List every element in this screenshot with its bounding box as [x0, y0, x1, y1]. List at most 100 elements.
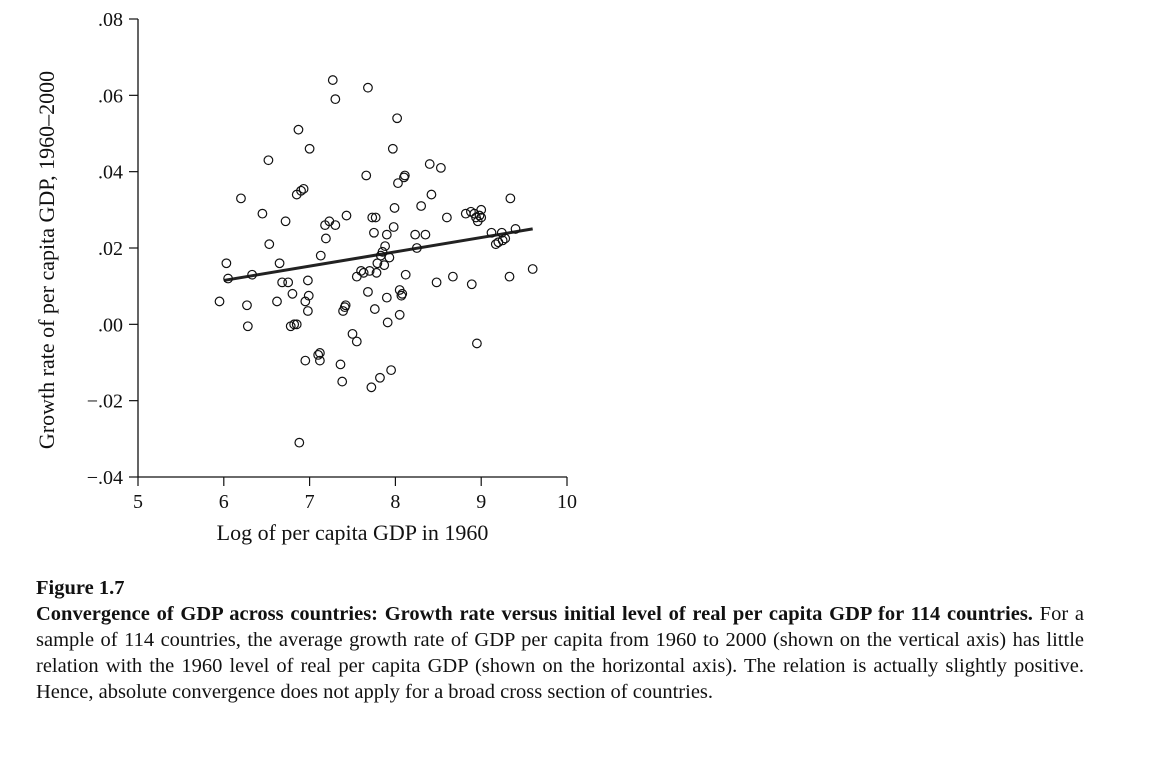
data-point: [410, 229, 421, 240]
data-point: [221, 258, 232, 269]
data-point: [298, 183, 309, 194]
data-point: [369, 227, 379, 238]
data-point: [447, 271, 458, 282]
data-point: [435, 162, 446, 173]
data-point: [510, 224, 521, 234]
x-tick-label: 8: [390, 491, 400, 513]
data-point: [335, 359, 346, 370]
y-tick-label: −.04: [87, 467, 123, 489]
data-point: [223, 273, 233, 284]
data-point: [358, 267, 369, 278]
x-tick-label: 9: [476, 491, 486, 513]
data-point: [236, 193, 246, 204]
data-point: [375, 372, 385, 383]
data-point: [384, 252, 395, 263]
data-point: [504, 271, 515, 282]
data-point: [527, 264, 538, 274]
data-point: [302, 275, 313, 286]
data-point: [416, 201, 427, 211]
data-point: [302, 306, 313, 316]
data-point: [397, 288, 408, 299]
data-point: [214, 296, 225, 307]
data-point: [474, 210, 485, 221]
x-tick-label: 10: [557, 491, 577, 513]
data-point: [289, 319, 300, 330]
y-tick-label: .04: [98, 162, 123, 184]
data-point: [293, 124, 304, 135]
data-point: [315, 250, 326, 261]
data-point: [287, 288, 298, 299]
data-point: [280, 216, 291, 227]
data-point: [314, 355, 325, 366]
data-point: [476, 212, 487, 223]
data-point: [263, 155, 274, 166]
data-point: [257, 208, 268, 219]
data-point: [371, 267, 382, 278]
data-point: [420, 229, 431, 240]
data-point: [388, 222, 399, 232]
scatter-chart: −.04 −.02 .00 .02 .04 .06 .08 5 6 7 8 9 10 Log of per…: [34, 9, 577, 545]
data-point: [303, 290, 314, 301]
data-point: [351, 336, 362, 347]
data-point: [466, 279, 477, 290]
y-tick-label: .00: [98, 314, 123, 336]
y-tick-label: .06: [98, 85, 123, 107]
data-point: [294, 437, 305, 448]
data-point: [400, 269, 411, 280]
data-point: [341, 210, 352, 221]
data-point: [363, 82, 373, 93]
data-point: [426, 189, 437, 200]
y-tick-label: −.02: [87, 391, 123, 413]
data-point: [277, 277, 288, 288]
data-point: [377, 246, 388, 257]
y-tick-label: .08: [98, 9, 123, 31]
figure-caption: Figure 1.7 Convergence of GDP across cou…: [36, 575, 1084, 705]
data-point: [393, 178, 403, 189]
data-point: [496, 227, 507, 238]
data-point: [381, 229, 392, 240]
data-point: [399, 170, 410, 181]
data-point: [497, 235, 508, 246]
data-point: [364, 266, 375, 276]
data-point: [313, 349, 324, 360]
data-point: [272, 296, 282, 307]
data-point: [381, 292, 392, 303]
trend-line: [223, 227, 533, 282]
data-point: [327, 75, 338, 85]
figure-label: Figure 1.7: [36, 577, 125, 599]
data-point: [431, 277, 442, 288]
data-point: [380, 241, 391, 251]
data-point: [394, 309, 405, 320]
x-tick-label: 5: [133, 491, 143, 513]
data-point: [283, 277, 294, 288]
data-point: [505, 193, 516, 204]
y-tick-label: .02: [98, 238, 123, 260]
data-point: [389, 203, 400, 213]
caption-title: Convergence of GDP across countries: Gro…: [36, 603, 1033, 625]
data-point: [242, 300, 252, 311]
data-point: [330, 94, 341, 105]
data-point: [363, 286, 373, 297]
data-point: [330, 220, 341, 231]
data-point: [296, 185, 306, 196]
data-point: [321, 233, 331, 244]
data-point: [370, 212, 381, 223]
data-point: [247, 269, 258, 280]
data-point: [379, 260, 390, 271]
data-point: [367, 212, 378, 223]
data-point: [304, 143, 315, 154]
data-point: [411, 243, 422, 253]
data-point: [300, 296, 311, 307]
data-point: [472, 338, 482, 349]
data-point: [242, 321, 253, 332]
x-tick-label: 6: [219, 491, 229, 513]
data-point: [424, 159, 435, 169]
data-point: [476, 204, 487, 215]
data-point: [314, 348, 325, 358]
data-point: [369, 304, 380, 314]
data-point: [382, 317, 393, 328]
data-point: [291, 319, 302, 330]
data-point: [356, 266, 366, 276]
data-point: [386, 365, 397, 376]
data-point: [500, 233, 511, 244]
